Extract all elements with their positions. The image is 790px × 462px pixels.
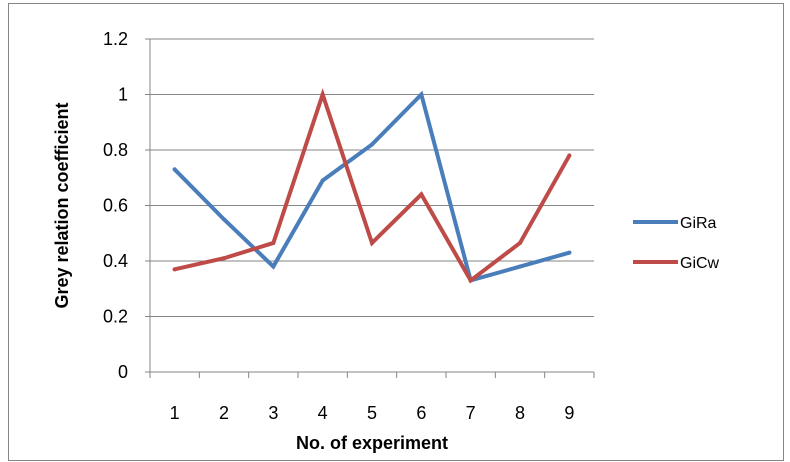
legend-label-gira: GiRa: [680, 215, 717, 232]
x-tick-label: 1: [170, 403, 180, 423]
y-tick-label: 0.6: [103, 196, 128, 216]
y-tick-label: 0.2: [103, 307, 128, 327]
data-point-gicw: [567, 153, 572, 158]
y-tick-label: 0.4: [103, 251, 128, 271]
y-tick-label: 1: [118, 85, 128, 105]
data-point-gira: [518, 264, 522, 269]
data-point-gira: [370, 142, 374, 147]
data-point-gicw: [271, 240, 276, 245]
chart-frame: [8, 3, 784, 461]
data-point-gicw: [419, 192, 424, 197]
data-point-gicw: [222, 256, 226, 261]
x-tick-label: 8: [515, 403, 525, 423]
data-point-gicw: [320, 92, 325, 97]
data-point-gira: [222, 217, 226, 222]
x-tick-label: 2: [219, 403, 229, 423]
data-point-gira: [271, 264, 276, 269]
y-axis-title: Grey relation coefficient: [52, 102, 72, 308]
y-tick-label: 1.2: [103, 29, 128, 49]
x-tick-label: 9: [564, 403, 574, 423]
series-lines: [172, 88, 572, 284]
x-tick-label: 7: [466, 403, 476, 423]
y-tick-label: 0.8: [103, 140, 128, 160]
data-point-gira: [567, 250, 572, 255]
data-point-gira: [172, 167, 177, 172]
data-point-gicw: [172, 267, 177, 272]
data-point-gicw: [370, 240, 374, 245]
axes: 0 0.2 0.4 0.6 0.8 1 1.2 1 2 3 4 5 6 7 8 9: [103, 29, 595, 423]
data-point-gira: [320, 178, 325, 183]
data-point-gira: [419, 92, 424, 97]
x-tick-label: 3: [268, 403, 278, 423]
x-tick-label: 5: [367, 403, 377, 423]
legend-label-gicw: GiCw: [680, 255, 720, 272]
legend: GiRa GiCw: [633, 215, 720, 272]
data-point-gicw: [518, 240, 522, 245]
series-line-gicw: [172, 88, 572, 284]
x-tick-label: 6: [416, 403, 426, 423]
x-axis-title: No. of experiment: [296, 433, 448, 453]
y-tick-label: 0: [118, 362, 128, 382]
data-point-gicw: [468, 278, 473, 283]
x-tick-label: 4: [318, 403, 328, 423]
gridlines: [150, 38, 594, 317]
